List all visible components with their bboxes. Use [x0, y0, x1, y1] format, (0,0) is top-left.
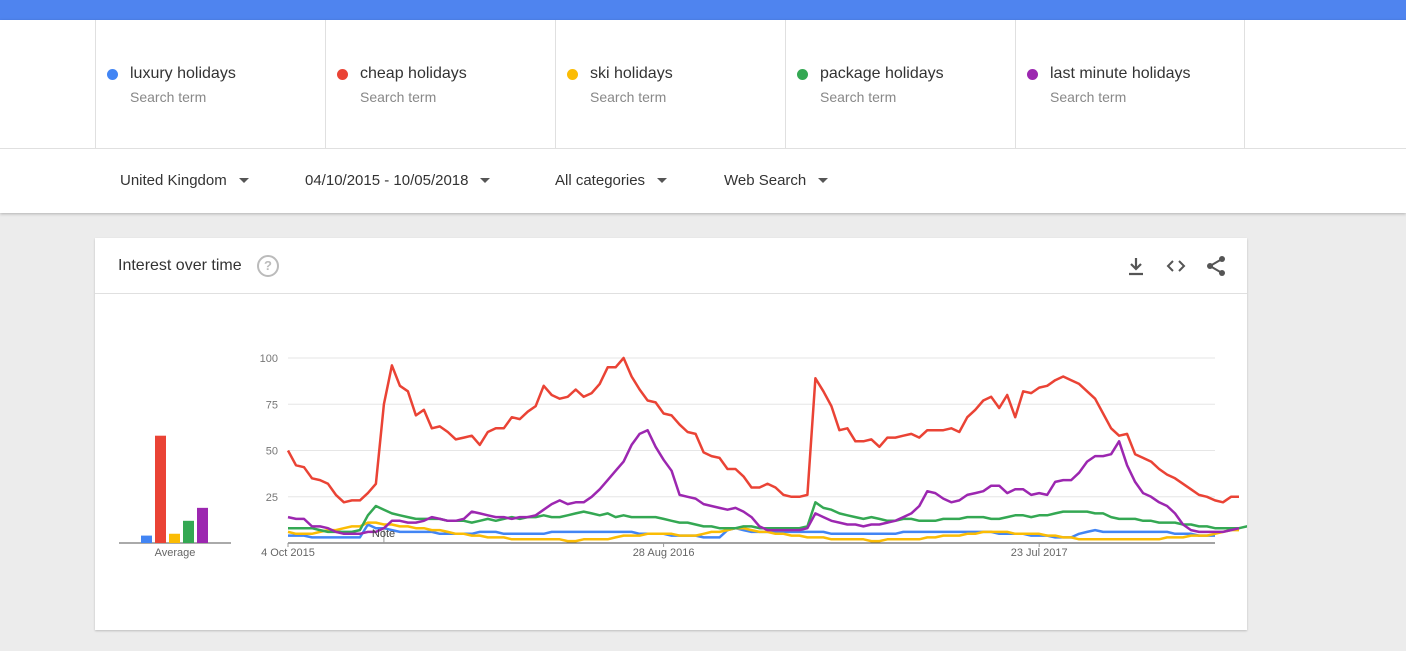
search-type-dropdown[interactable]: Web Search: [724, 172, 829, 189]
series-line-cheap-holidays: [286, 356, 1239, 504]
series-line-ski-holidays: [287, 521, 1239, 543]
embed-icon[interactable]: [1164, 254, 1188, 278]
y-tick-label: 75: [266, 399, 278, 411]
average-label: Average: [155, 547, 196, 559]
series-color-dot: [797, 69, 808, 80]
region-dropdown[interactable]: United Kingdom: [120, 172, 249, 189]
search-term-type: Search term: [590, 89, 667, 105]
panel-divider: [0, 148, 1406, 149]
category-dropdown-label: All categories: [555, 172, 646, 189]
date-range-dropdown-label: 04/10/2015 - 10/05/2018: [305, 172, 469, 189]
share-icon[interactable]: [1204, 254, 1228, 278]
series-line-last-minute-holidays: [287, 428, 1240, 536]
top-app-bar: [0, 0, 1406, 20]
search-term-type: Search term: [1050, 89, 1127, 105]
interest-over-time-card: Interest over time ? 100 75 50 25 4 Oct 2015…: [95, 238, 1247, 630]
chevron-down-icon: [818, 178, 829, 183]
x-tick-label: 4 Oct 2015: [261, 547, 315, 559]
x-tick-label: 23 Jul 2017: [1011, 547, 1068, 559]
chevron-down-icon: [238, 178, 249, 183]
average-bar-cheap-holidays: [155, 435, 166, 543]
search-term-type: Search term: [130, 89, 207, 105]
search-type-dropdown-label: Web Search: [724, 172, 807, 189]
search-term-name: package holidays: [820, 65, 944, 82]
average-bar-ski-holidays: [169, 533, 180, 543]
average-bar-package-holidays: [183, 520, 194, 543]
chevron-down-icon: [480, 178, 491, 183]
search-term-type: Search term: [820, 89, 897, 105]
average-bar-luxury-holidays: [141, 535, 152, 543]
y-tick-label: 25: [266, 492, 278, 504]
search-term-name: cheap holidays: [360, 65, 467, 82]
region-dropdown-label: United Kingdom: [120, 172, 227, 189]
help-icon[interactable]: ?: [257, 255, 279, 277]
search-term-card[interactable]: luxury holidays Search term: [95, 20, 325, 148]
y-tick-label: 100: [260, 353, 278, 365]
interest-over-time-chart: 100 75 50 25 4 Oct 2015 28 Aug 2016 23 Jul 201…: [119, 353, 1247, 559]
category-dropdown[interactable]: All categories: [555, 172, 668, 189]
search-term-card[interactable]: ski holidays Search term: [555, 20, 785, 148]
card-title: Interest over time: [118, 257, 242, 274]
search-term-card[interactable]: cheap holidays Search term: [325, 20, 555, 148]
search-term-name: last minute holidays: [1050, 65, 1191, 82]
chevron-down-icon: [657, 178, 668, 183]
search-term-card[interactable]: package holidays Search term: [785, 20, 1015, 148]
series-color-dot: [1027, 69, 1038, 80]
comparison-panel: luxury holidays Search term cheap holida…: [0, 20, 1406, 213]
y-tick-label: 50: [266, 446, 278, 458]
note-label: Note: [372, 528, 395, 540]
search-term-name: ski holidays: [590, 65, 673, 82]
average-bar-last-minute-holidays: [197, 507, 208, 543]
search-term-name: luxury holidays: [130, 65, 236, 82]
card-divider: [95, 293, 1247, 294]
date-range-dropdown[interactable]: 04/10/2015 - 10/05/2018: [305, 172, 491, 189]
series-color-dot: [337, 69, 348, 80]
series-color-dot: [567, 69, 578, 80]
search-term-card[interactable]: last minute holidays Search term: [1015, 20, 1245, 148]
series-color-dot: [107, 69, 118, 80]
search-term-type: Search term: [360, 89, 437, 105]
x-tick-label: 28 Aug 2016: [633, 547, 695, 559]
download-icon[interactable]: [1124, 254, 1148, 278]
